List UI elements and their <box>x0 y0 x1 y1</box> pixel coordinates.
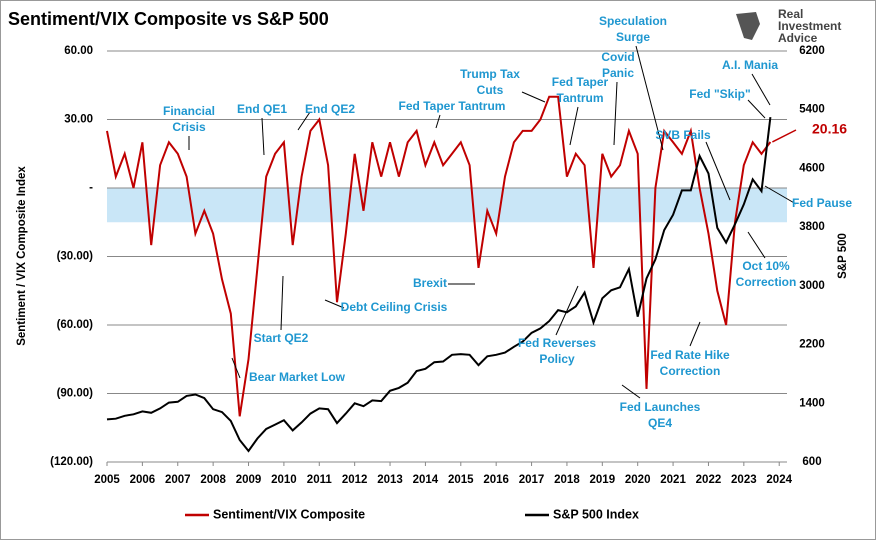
annotation: Trump Tax <box>460 67 520 81</box>
x-tick-label: 2021 <box>660 474 686 486</box>
annotation: Fed Pause <box>792 196 852 210</box>
x-tick-label: 2019 <box>590 474 616 486</box>
y-tick-label: 30.00 <box>64 114 93 126</box>
y2-tick-label: 4600 <box>799 162 825 174</box>
x-tick-label: 2024 <box>766 474 792 486</box>
annotation-line <box>705 141 731 201</box>
annotation: Tantrum <box>556 91 603 105</box>
y2-tick-label: 5400 <box>799 104 825 116</box>
logo-text: Real <box>778 7 803 21</box>
annotation: SVB Fails <box>655 128 711 142</box>
x-tick-label: 2018 <box>554 474 580 486</box>
annotation: End QE1 <box>237 102 287 116</box>
logo: Real Investment Advice <box>736 7 841 45</box>
annotation: Fed Launches <box>620 400 701 414</box>
annotation-line <box>747 231 766 259</box>
value-label-arrow <box>772 129 797 143</box>
y2-tick-label: 3800 <box>799 221 825 233</box>
annotation: Bear Market Low <box>249 370 346 384</box>
y2-tick-label: 600 <box>802 456 821 468</box>
annotation: Start QE2 <box>254 331 309 345</box>
annotation: Crisis <box>172 120 206 134</box>
x-tick-label: 2020 <box>625 474 651 486</box>
legend-label: Sentiment/VIX Composite <box>213 507 365 521</box>
x-tick-label: 2016 <box>483 474 509 486</box>
shaded-band <box>107 188 787 223</box>
y-tick-label: (60.00) <box>57 319 94 331</box>
annotation: Speculation <box>599 14 667 28</box>
annotation-line <box>324 299 345 309</box>
value-label: 20.16 <box>812 121 847 137</box>
annotation: Fed Rate Hike <box>650 348 730 362</box>
annotation: Correction <box>736 275 797 289</box>
x-tick-label: 2010 <box>271 474 297 486</box>
y-tick-label: (120.00) <box>50 456 93 468</box>
annotation: Fed Taper <box>552 75 609 89</box>
x-tick-label: 2017 <box>519 474 545 486</box>
annotation: End QE2 <box>305 102 355 116</box>
y2-tick-label: 3000 <box>799 280 825 292</box>
logo-icon <box>736 12 760 40</box>
annotation-line <box>231 357 241 379</box>
y2-axis-title: S&P 500 <box>837 233 849 279</box>
y-tick-label: (30.00) <box>57 251 94 263</box>
annotation-line <box>569 106 579 146</box>
y-tick-label: (90.00) <box>57 388 94 400</box>
annotation-line <box>280 275 284 331</box>
logo-text: Advice <box>778 31 818 45</box>
x-tick-label: 2007 <box>165 474 191 486</box>
chart-title: Sentiment/VIX Composite vs S&P 500 <box>8 9 329 29</box>
x-tick-label: 2022 <box>696 474 722 486</box>
annotation-line <box>751 73 771 106</box>
annotation: Covid <box>601 50 634 64</box>
annotation-line <box>521 91 546 103</box>
annotation: Fed Taper Tantrum <box>399 99 506 113</box>
x-tick-label: 2005 <box>94 474 120 486</box>
y-axis-title: Sentiment / VIX Composite Index <box>16 166 28 346</box>
legend-label: S&P 500 Index <box>553 507 639 521</box>
annotation-line <box>747 99 766 119</box>
x-tick-label: 2009 <box>236 474 262 486</box>
x-tick-label: 2014 <box>413 474 439 486</box>
annotation: A.I. Mania <box>722 58 778 72</box>
data-line <box>106 95 772 417</box>
annotation-line <box>435 114 441 129</box>
annotation: Surge <box>616 30 650 44</box>
annotation: Fed Reverses <box>518 336 596 350</box>
annotation: Oct 10% <box>742 259 790 273</box>
annotation: Debt Ceiling Crisis <box>341 300 448 314</box>
x-tick-label: 2023 <box>731 474 757 486</box>
annotation: QE4 <box>648 416 672 430</box>
x-tick-label: 2011 <box>307 474 333 486</box>
data-line <box>106 116 772 453</box>
annotation-line <box>689 321 701 347</box>
y-tick-label: 60.00 <box>64 45 93 57</box>
x-tick-label: 2006 <box>130 474 156 486</box>
annotation-line <box>261 117 265 156</box>
annotation-line <box>635 45 664 151</box>
y2-tick-label: 6200 <box>799 45 825 57</box>
annotation-line <box>621 384 641 399</box>
x-tick-label: 2012 <box>342 474 368 486</box>
y2-tick-label: 1400 <box>799 397 825 409</box>
annotation-line <box>613 81 618 146</box>
annotation: Panic <box>602 66 634 80</box>
annotation: Brexit <box>413 276 447 290</box>
annotation: Financial <box>163 104 215 118</box>
annotation-line <box>297 111 311 131</box>
x-tick-label: 2015 <box>448 474 474 486</box>
y2-tick-label: 2200 <box>799 339 825 351</box>
annotation-line <box>555 285 579 336</box>
logo-text: Investment <box>778 19 841 33</box>
annotation: Fed "Skip" <box>689 87 750 101</box>
annotation: Cuts <box>477 83 504 97</box>
annotation-line <box>764 185 797 205</box>
annotation: Correction <box>660 364 721 378</box>
x-tick-label: 2008 <box>200 474 226 486</box>
y-tick-label: - <box>89 182 93 194</box>
annotation: Policy <box>539 352 575 366</box>
x-tick-label: 2013 <box>377 474 403 486</box>
